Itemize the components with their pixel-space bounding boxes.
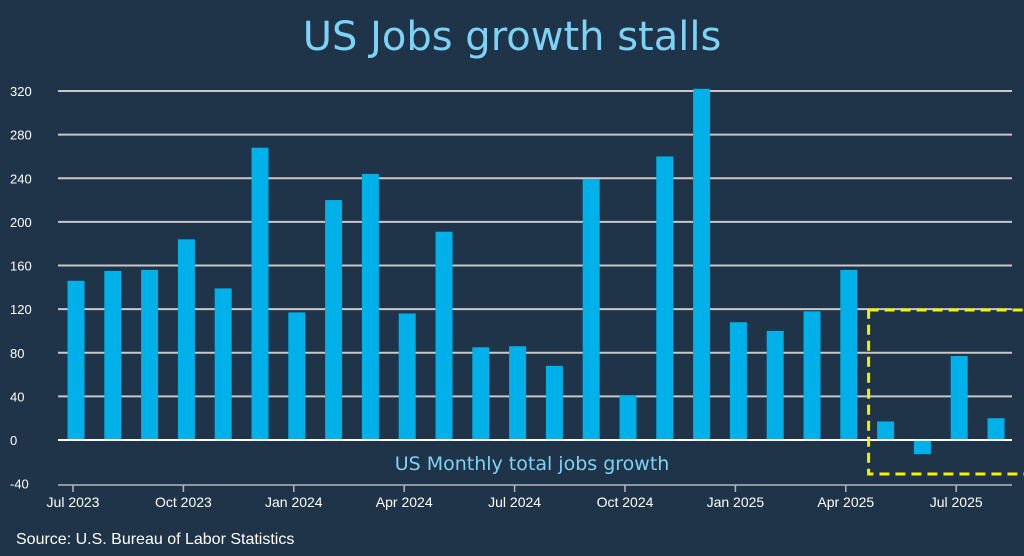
bar-mar-2025 xyxy=(803,311,821,440)
bar-jun-2024 xyxy=(472,347,490,440)
y-tick-label: 0 xyxy=(10,433,17,448)
x-tick-label: Jul 2025 xyxy=(930,494,983,510)
series-label: US Monthly total jobs growth xyxy=(395,453,670,475)
x-tick-label: Jul 2023 xyxy=(47,494,100,510)
y-tick-label: -40 xyxy=(10,477,29,492)
y-tick-label: 80 xyxy=(10,346,24,361)
bar-feb-2024 xyxy=(325,200,343,440)
bar-nov-2024 xyxy=(656,156,674,440)
bar-apr-2024 xyxy=(398,313,416,440)
y-tick-label: 40 xyxy=(10,389,24,404)
bar-aug-2025 xyxy=(987,418,1005,440)
y-tick-label: 200 xyxy=(10,215,32,230)
bar-sep-2024 xyxy=(582,179,600,440)
x-tick-label: Jul 2024 xyxy=(488,494,541,510)
bar-oct-2023 xyxy=(177,239,195,440)
bar-oct-2024 xyxy=(619,395,637,440)
y-tick-label: 120 xyxy=(10,302,32,317)
x-tick-label: Jan 2025 xyxy=(707,494,765,510)
bar-aug-2024 xyxy=(545,365,563,440)
bar-mar-2024 xyxy=(361,173,379,440)
bar-jul-2024 xyxy=(509,346,527,440)
bar-apr-2025 xyxy=(840,269,858,440)
x-tick-label: Apr 2025 xyxy=(817,494,874,510)
bar-jul-2025 xyxy=(950,356,968,440)
source-note: Source: U.S. Bureau of Labor Statistics xyxy=(16,531,295,548)
y-tick-label: 280 xyxy=(10,128,32,143)
y-tick-label: 160 xyxy=(10,259,32,274)
bar-jan-2025 xyxy=(729,322,747,440)
chart-title: US Jobs growth stalls xyxy=(302,14,722,60)
y-tick-label: 320 xyxy=(10,84,32,99)
x-tick-label: Apr 2024 xyxy=(376,494,433,510)
bar-aug-2023 xyxy=(104,270,122,440)
bar-dec-2024 xyxy=(693,88,711,440)
bar-may-2025 xyxy=(877,421,895,440)
bar-sep-2023 xyxy=(141,269,159,440)
x-tick-label: Oct 2024 xyxy=(597,494,654,510)
bar-jun-2025 xyxy=(913,440,931,455)
x-tick-label: Oct 2023 xyxy=(155,494,212,510)
highlight-box xyxy=(867,308,1024,476)
bar-jul-2023 xyxy=(67,280,85,440)
y-tick-label: 240 xyxy=(10,171,32,186)
bar-dec-2023 xyxy=(251,147,269,440)
bar-nov-2023 xyxy=(214,288,232,440)
x-tick-label: Jan 2024 xyxy=(265,494,323,510)
bar-may-2024 xyxy=(435,231,453,440)
bar-jan-2024 xyxy=(288,312,306,440)
bar-feb-2025 xyxy=(766,330,784,440)
